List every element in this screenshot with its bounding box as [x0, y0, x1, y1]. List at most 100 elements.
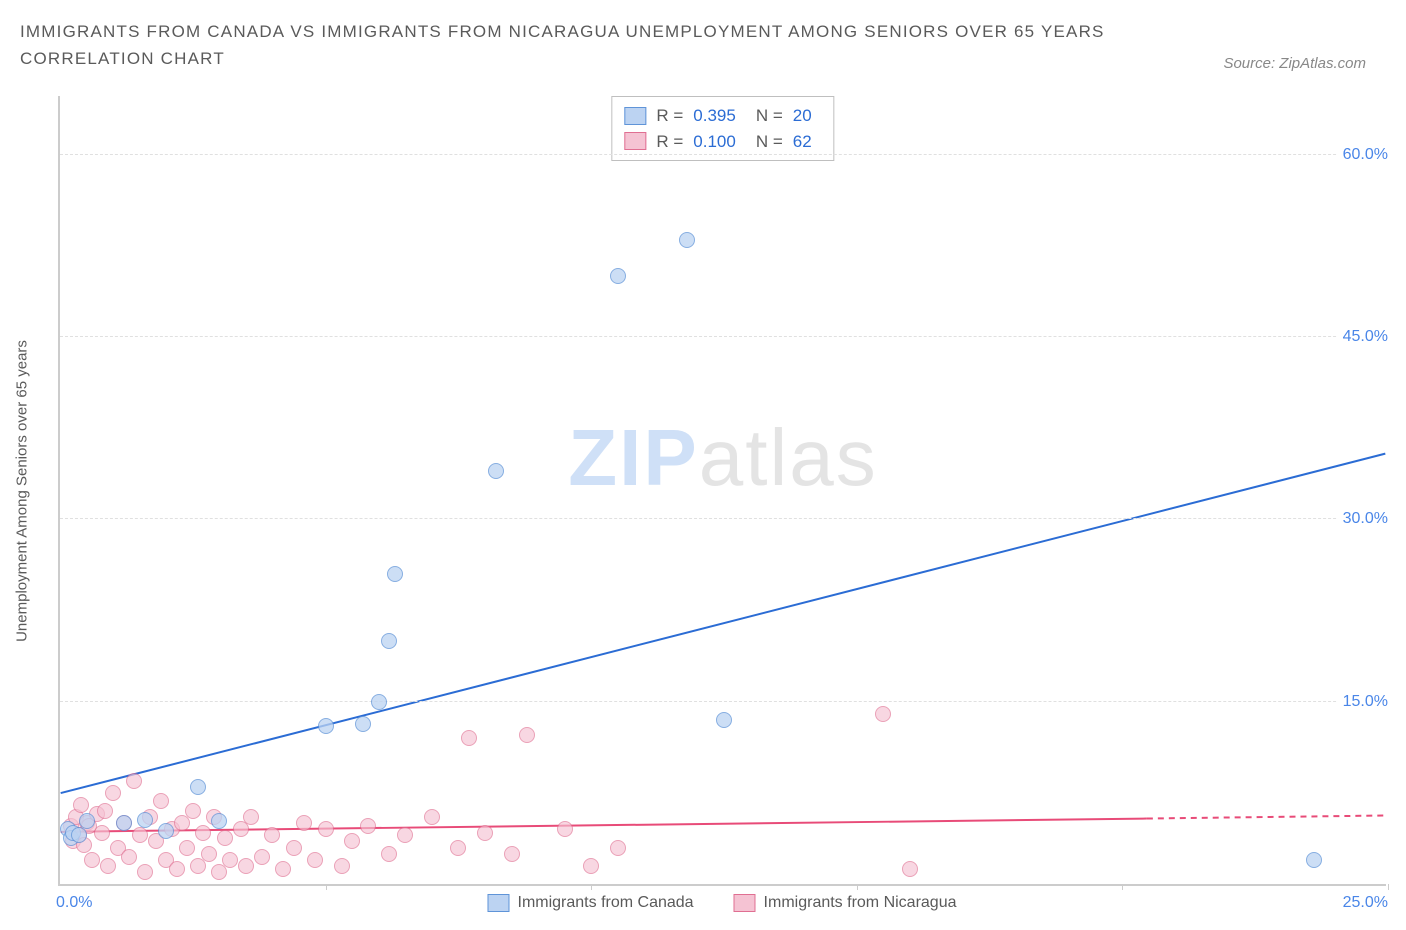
- scatter-point: [222, 852, 238, 868]
- scatter-point: [185, 803, 201, 819]
- title-area: IMMIGRANTS FROM CANADA VS IMMIGRANTS FRO…: [0, 0, 1406, 76]
- chart-title-line1: IMMIGRANTS FROM CANADA VS IMMIGRANTS FRO…: [20, 18, 1386, 45]
- scatter-point: [79, 813, 95, 829]
- scatter-point: [360, 818, 376, 834]
- swatch-nicaragua: [624, 132, 646, 150]
- scatter-point: [97, 803, 113, 819]
- chart-container: Unemployment Among Seniors over 65 years…: [58, 96, 1386, 886]
- grid-line: [60, 701, 1386, 702]
- r-value-canada: 0.395: [693, 103, 736, 129]
- scatter-point: [238, 858, 254, 874]
- x-end-label: 25.0%: [1343, 894, 1388, 912]
- n-label: N =: [756, 129, 783, 155]
- scatter-point: [875, 706, 891, 722]
- scatter-point: [355, 716, 371, 732]
- n-value-nicaragua: 62: [793, 129, 812, 155]
- scatter-point: [100, 858, 116, 874]
- x-tick: [326, 884, 327, 890]
- y-tick-label: 60.0%: [1337, 146, 1388, 164]
- scatter-point: [153, 793, 169, 809]
- series-legend: Immigrants from Canada Immigrants from N…: [487, 894, 956, 912]
- scatter-point: [137, 864, 153, 880]
- scatter-point: [296, 815, 312, 831]
- scatter-point: [121, 849, 137, 865]
- y-axis-title: Unemployment Among Seniors over 65 years: [14, 340, 31, 642]
- scatter-point: [1306, 852, 1322, 868]
- stats-legend: R = 0.395 N = 20 R = 0.100 N = 62: [611, 96, 834, 161]
- scatter-point: [137, 812, 153, 828]
- scatter-point: [195, 825, 211, 841]
- scatter-point: [318, 821, 334, 837]
- scatter-point: [387, 566, 403, 582]
- grid-line: [60, 336, 1386, 337]
- stats-row-canada: R = 0.395 N = 20: [624, 103, 821, 129]
- scatter-point: [381, 633, 397, 649]
- scatter-point: [477, 825, 493, 841]
- scatter-point: [126, 773, 142, 789]
- scatter-point: [264, 827, 280, 843]
- scatter-point: [504, 846, 520, 862]
- x-tick: [857, 884, 858, 890]
- r-label: R =: [656, 129, 683, 155]
- x-tick: [1122, 884, 1123, 890]
- grid-line: [60, 154, 1386, 155]
- source-label: Source: ZipAtlas.com: [1223, 55, 1366, 72]
- scatter-point: [158, 823, 174, 839]
- scatter-point: [488, 463, 504, 479]
- watermark-zip: ZIP: [568, 413, 698, 502]
- swatch-canada: [487, 894, 509, 912]
- n-label: N =: [756, 103, 783, 129]
- scatter-point: [557, 821, 573, 837]
- chart-title-line2: CORRELATION CHART: [20, 45, 225, 72]
- scatter-point: [71, 827, 87, 843]
- y-tick-label: 45.0%: [1337, 328, 1388, 346]
- scatter-point: [519, 727, 535, 743]
- x-tick: [591, 884, 592, 890]
- scatter-point: [334, 858, 350, 874]
- scatter-point: [344, 833, 360, 849]
- scatter-point: [679, 232, 695, 248]
- legend-item-nicaragua: Immigrants from Nicaragua: [734, 894, 957, 912]
- x-tick: [1388, 884, 1389, 890]
- scatter-point: [73, 797, 89, 813]
- scatter-point: [84, 852, 100, 868]
- r-label: R =: [656, 103, 683, 129]
- scatter-point: [217, 830, 233, 846]
- scatter-point: [105, 785, 121, 801]
- watermark-atlas: atlas: [699, 413, 878, 502]
- scatter-point: [94, 825, 110, 841]
- scatter-point: [201, 846, 217, 862]
- scatter-point: [381, 846, 397, 862]
- grid-line: [60, 518, 1386, 519]
- watermark: ZIPatlas: [568, 412, 877, 504]
- legend-label-canada: Immigrants from Canada: [517, 894, 693, 912]
- scatter-point: [450, 840, 466, 856]
- legend-item-canada: Immigrants from Canada: [487, 894, 693, 912]
- scatter-point: [286, 840, 302, 856]
- y-tick-label: 15.0%: [1337, 693, 1388, 711]
- r-value-nicaragua: 0.100: [693, 129, 736, 155]
- scatter-point: [116, 815, 132, 831]
- scatter-point: [169, 861, 185, 877]
- scatter-point: [179, 840, 195, 856]
- scatter-point: [424, 809, 440, 825]
- scatter-point: [190, 779, 206, 795]
- x-start-label: 0.0%: [56, 894, 92, 912]
- plot-area: ZIPatlas R = 0.395 N = 20 R = 0.100 N = …: [58, 96, 1386, 886]
- scatter-point: [318, 718, 334, 734]
- swatch-canada: [624, 107, 646, 125]
- scatter-point: [716, 712, 732, 728]
- scatter-point: [132, 827, 148, 843]
- legend-label-nicaragua: Immigrants from Nicaragua: [764, 894, 957, 912]
- swatch-nicaragua: [734, 894, 756, 912]
- scatter-point: [307, 852, 323, 868]
- scatter-point: [461, 730, 477, 746]
- scatter-point: [211, 813, 227, 829]
- scatter-point: [243, 809, 259, 825]
- scatter-point: [397, 827, 413, 843]
- n-value-canada: 20: [793, 103, 812, 129]
- scatter-point: [610, 840, 626, 856]
- scatter-point: [254, 849, 270, 865]
- trend-lines: [60, 96, 1386, 884]
- scatter-point: [275, 861, 291, 877]
